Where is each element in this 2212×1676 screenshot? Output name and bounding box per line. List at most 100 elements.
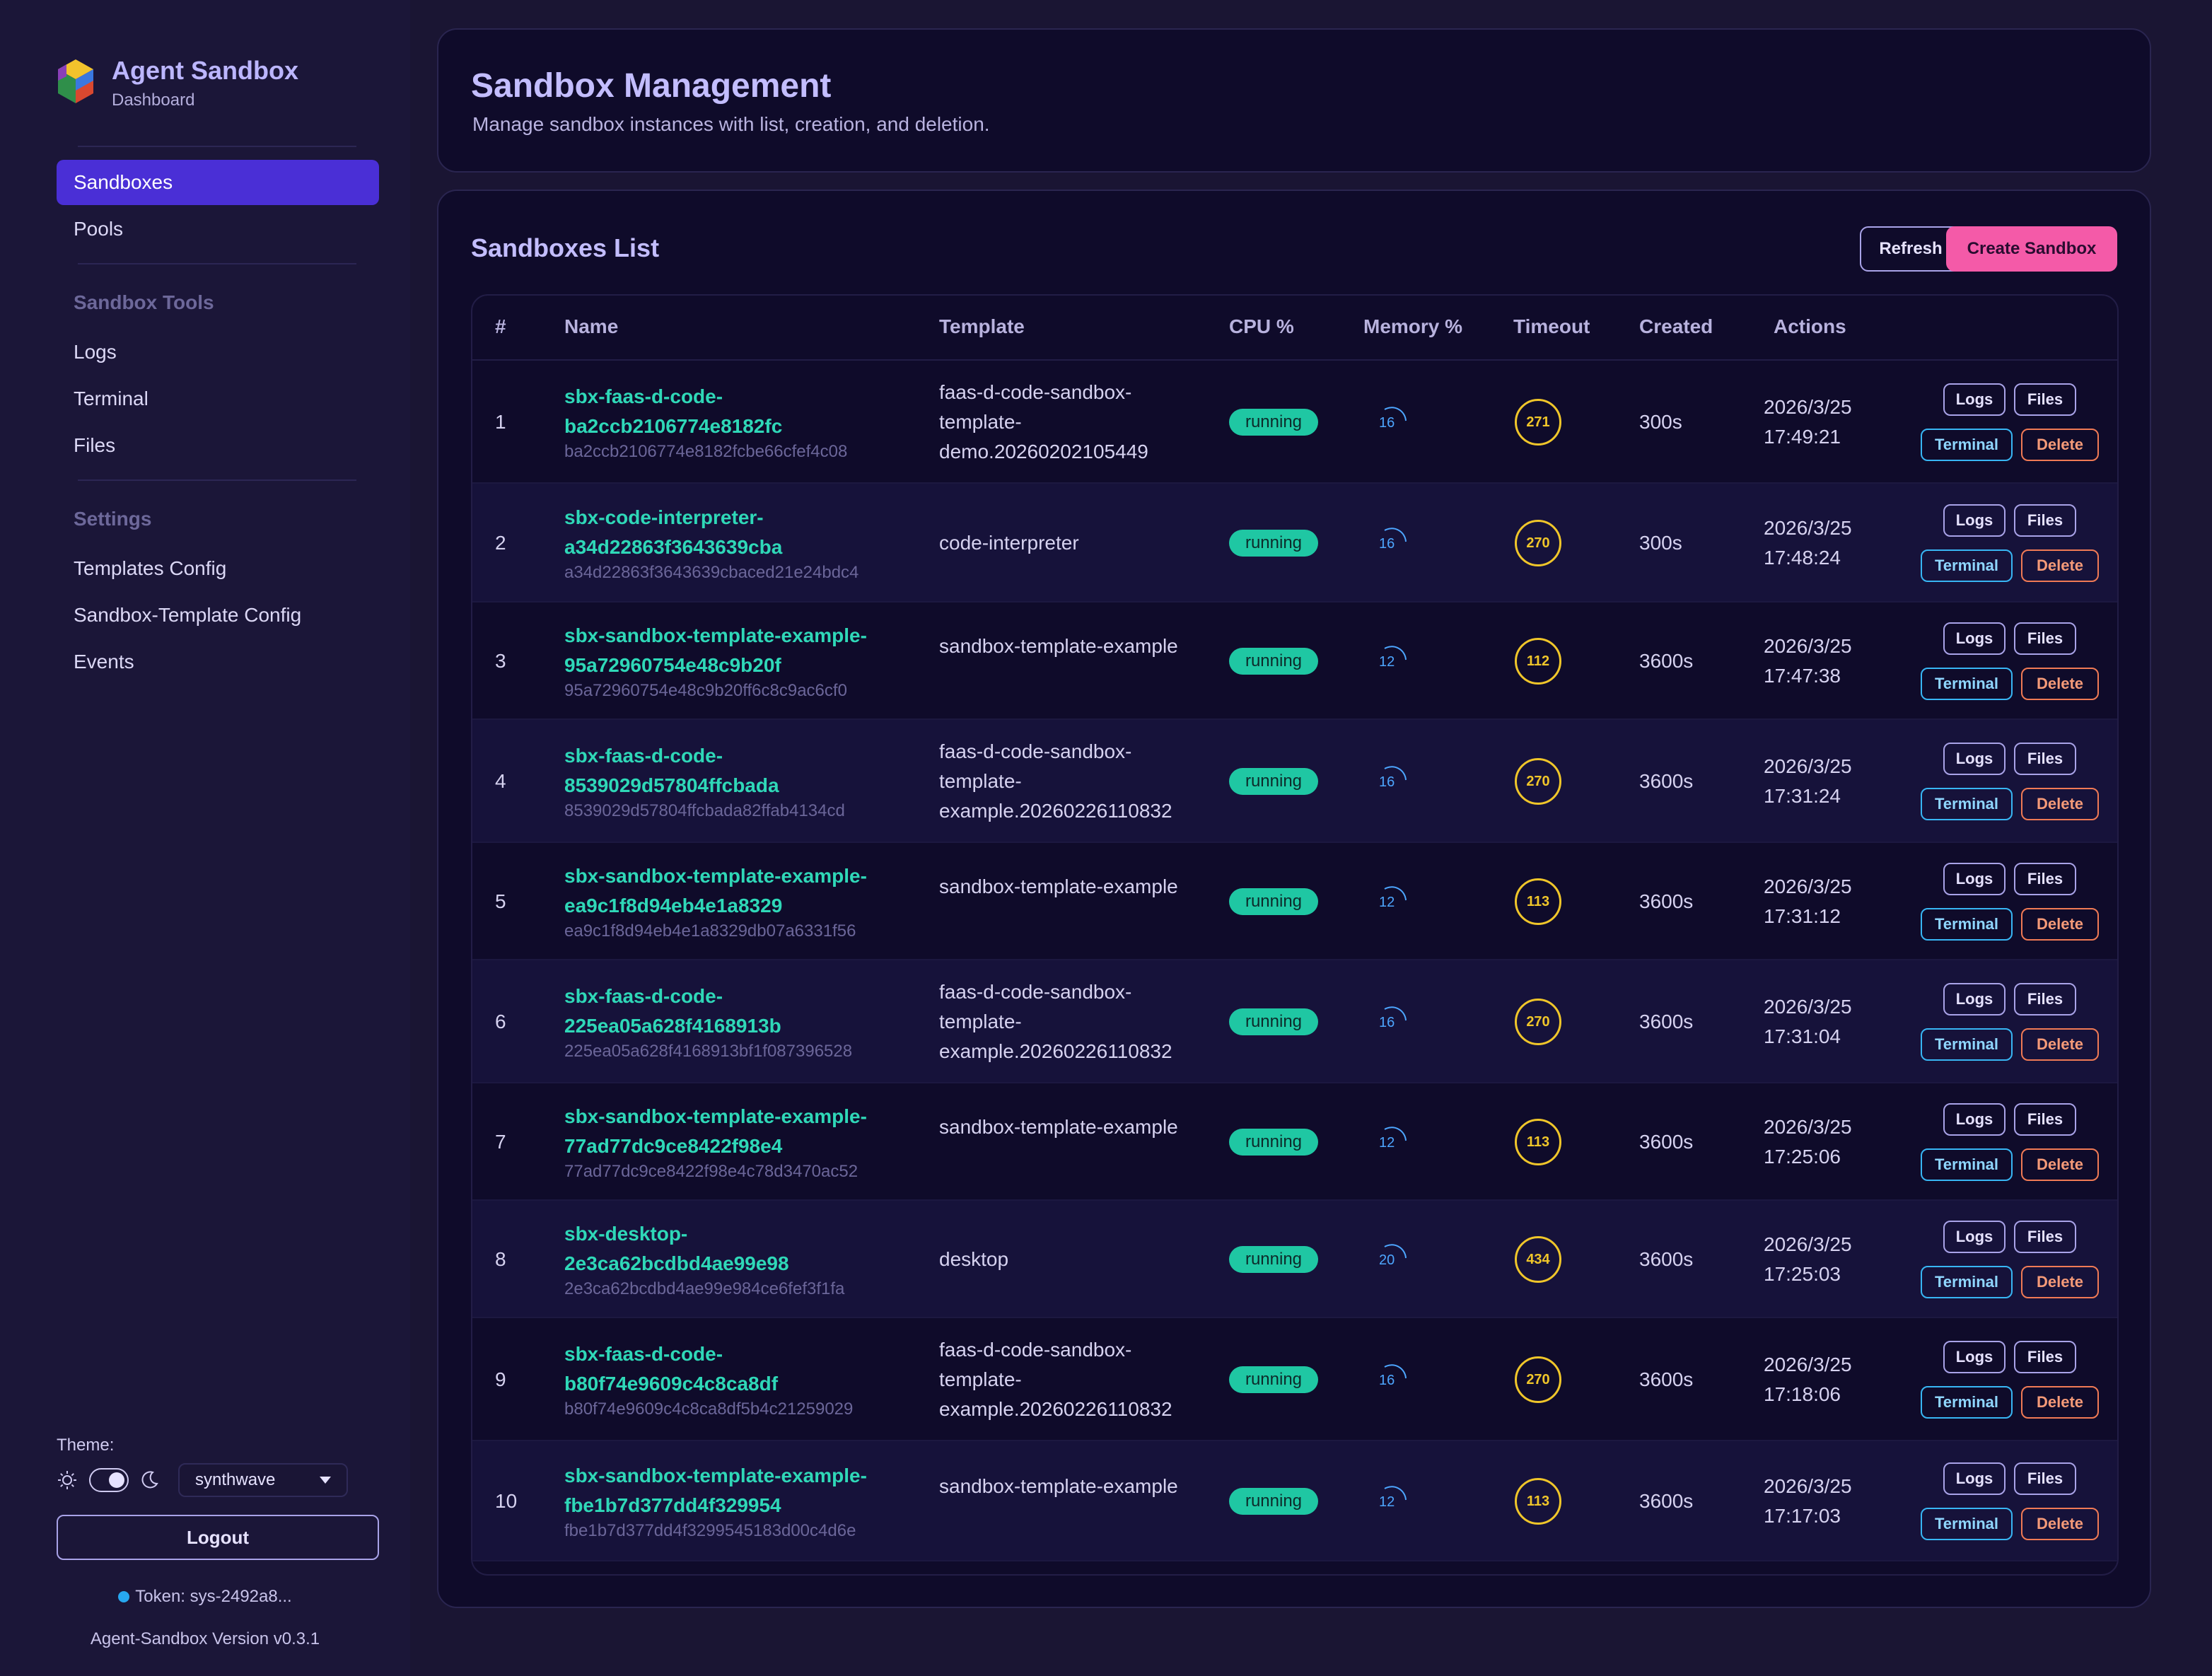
delete-button[interactable]: Delete	[2021, 908, 2099, 941]
memory-arc-icon	[1384, 1244, 1407, 1259]
memory-gauge: 16	[1379, 405, 1413, 439]
delete-button[interactable]: Delete	[2021, 429, 2099, 461]
sidebar-item-label: Events	[74, 651, 134, 673]
sandbox-id: 2e3ca62bcdbd4ae99e984ce6fef3f1fa	[564, 1279, 845, 1298]
terminal-button[interactable]: Terminal	[1921, 549, 2013, 582]
sandbox-name-link[interactable]: sbx-faas-d-code-8539029d57804ffcbada	[564, 745, 779, 796]
sidebar-item-sandbox-template-config[interactable]: Sandbox-Template Config	[57, 593, 379, 638]
files-button[interactable]: Files	[2014, 504, 2076, 537]
delete-button[interactable]: Delete	[2021, 1266, 2099, 1298]
logs-button[interactable]: Logs	[1943, 743, 2006, 775]
theme-select[interactable]: synthwave	[178, 1463, 348, 1497]
logs-button[interactable]: Logs	[1943, 622, 2006, 655]
toggle-knob	[109, 1472, 124, 1488]
delete-button[interactable]: Delete	[2021, 1508, 2099, 1540]
files-button[interactable]: Files	[2014, 383, 2076, 416]
sandbox-name-link[interactable]: sbx-sandbox-template-example-ea9c1f8d94e…	[564, 865, 867, 916]
memory-gauge: 16	[1379, 1363, 1413, 1397]
delete-button[interactable]: Delete	[2021, 1028, 2099, 1061]
logs-button[interactable]: Logs	[1943, 1462, 2006, 1495]
create-sandbox-button[interactable]: Create Sandbox	[1946, 226, 2117, 272]
memory-arc-icon	[1384, 528, 1407, 542]
terminal-button[interactable]: Terminal	[1921, 908, 2013, 941]
files-button[interactable]: Files	[2014, 863, 2076, 895]
terminal-button[interactable]: Terminal	[1921, 1148, 2013, 1181]
status-dot-icon	[118, 1591, 130, 1602]
sandbox-id: 8539029d57804ffcbada82ffab4134cd	[564, 801, 845, 820]
created-value: 3600s	[1639, 1011, 1694, 1032]
created-datetime: 2026/3/25 17:18:06	[1764, 1350, 1852, 1409]
sidebar-item-logs[interactable]: Logs	[57, 330, 379, 375]
timeout-value: 270	[1515, 1356, 1561, 1403]
memory-arc-icon	[1384, 646, 1407, 660]
template-name: sandbox-template-example	[939, 1475, 1178, 1497]
delete-button[interactable]: Delete	[2021, 549, 2099, 582]
files-button[interactable]: Files	[2014, 622, 2076, 655]
logout-button[interactable]: Logout	[57, 1515, 379, 1560]
sidebar-item-events[interactable]: Events	[57, 639, 379, 685]
status-badge: running	[1229, 1366, 1318, 1393]
terminal-button[interactable]: Terminal	[1921, 1266, 2013, 1298]
delete-button[interactable]: Delete	[2021, 668, 2099, 700]
sandbox-name-link[interactable]: sbx-sandbox-template-example-77ad77dc9ce…	[564, 1105, 867, 1157]
logs-button[interactable]: Logs	[1943, 504, 2006, 537]
delete-button[interactable]: Delete	[2021, 788, 2099, 820]
sandbox-name-cell: sbx-code-interpreter-a34d22863f3643639cb…	[564, 503, 897, 583]
created-datetime: 2026/3/25 17:47:38	[1764, 632, 1852, 691]
brand[interactable]: Agent Sandbox Dashboard	[55, 55, 298, 110]
delete-button[interactable]: Delete	[2021, 1148, 2099, 1181]
logs-button[interactable]: Logs	[1943, 1103, 2006, 1136]
moon-icon	[141, 1471, 158, 1489]
sidebar-item-sandboxes[interactable]: Sandboxes	[57, 160, 379, 205]
sidebar-item-files[interactable]: Files	[57, 423, 379, 468]
logs-button[interactable]: Logs	[1943, 983, 2006, 1016]
created-value: 3600s	[1639, 770, 1694, 792]
sidebar-item-terminal[interactable]: Terminal	[57, 376, 379, 421]
timeout-value: 271	[1515, 399, 1561, 446]
logs-button[interactable]: Logs	[1943, 1341, 2006, 1373]
theme-toggle[interactable]	[89, 1468, 129, 1492]
logs-button[interactable]: Logs	[1943, 1221, 2006, 1253]
row-actions: Logs Files Terminal Delete	[1918, 983, 2102, 1061]
files-button[interactable]: Files	[2014, 1462, 2076, 1495]
timeout-ring: 271	[1515, 399, 1561, 446]
table-row: 3 sbx-sandbox-template-example-95a729607…	[472, 603, 2117, 720]
terminal-button[interactable]: Terminal	[1921, 788, 2013, 820]
sandbox-name-link[interactable]: sbx-code-interpreter-a34d22863f3643639cb…	[564, 506, 783, 558]
sandbox-name-link[interactable]: sbx-sandbox-template-example-fbe1b7d377d…	[564, 1465, 867, 1516]
logs-button[interactable]: Logs	[1943, 383, 2006, 416]
memory-gauge: 16	[1379, 526, 1413, 560]
status-cell: running	[1229, 1129, 1318, 1156]
logs-button[interactable]: Logs	[1943, 863, 2006, 895]
files-button[interactable]: Files	[2014, 1221, 2076, 1253]
terminal-button[interactable]: Terminal	[1921, 1028, 2013, 1061]
memory-gauge: 12	[1379, 885, 1413, 919]
sidebar-item-label: Sandbox-Template Config	[74, 604, 302, 626]
column-header: CPU %	[1229, 315, 1294, 337]
sandbox-id: a34d22863f3643639cbaced21e24bdc4	[564, 563, 859, 582]
files-button[interactable]: Files	[2014, 1341, 2076, 1373]
sandbox-name-link[interactable]: sbx-sandbox-template-example-95a72960754…	[564, 624, 867, 676]
delete-button[interactable]: Delete	[2021, 1386, 2099, 1419]
refresh-button[interactable]: Refresh	[1860, 226, 1962, 272]
created-date: 2026/3/25	[1764, 875, 1852, 897]
terminal-button[interactable]: Terminal	[1921, 1508, 2013, 1540]
sandbox-name-link[interactable]: sbx-faas-d-code-b80f74e9609c4c8ca8df	[564, 1343, 779, 1395]
sandbox-name-link[interactable]: sbx-faas-d-code-ba2ccb2106774e8182fc	[564, 385, 783, 437]
sandbox-name-link[interactable]: sbx-faas-d-code-225ea05a628f4168913b	[564, 985, 781, 1037]
files-button[interactable]: Files	[2014, 1103, 2076, 1136]
memory-gauge: 16	[1379, 764, 1413, 798]
chevron-down-icon	[320, 1477, 331, 1484]
status-badge: running	[1229, 530, 1318, 557]
theme-select-value: synthwave	[195, 1470, 276, 1489]
created-date: 2026/3/25	[1764, 1233, 1852, 1255]
files-button[interactable]: Files	[2014, 983, 2076, 1016]
created-date: 2026/3/25	[1764, 635, 1852, 657]
sidebar-item-templates-config[interactable]: Templates Config	[57, 546, 379, 591]
terminal-button[interactable]: Terminal	[1921, 668, 2013, 700]
sandbox-name-link[interactable]: sbx-desktop-2e3ca62bcdbd4ae99e98	[564, 1223, 789, 1274]
terminal-button[interactable]: Terminal	[1921, 429, 2013, 461]
files-button[interactable]: Files	[2014, 743, 2076, 775]
terminal-button[interactable]: Terminal	[1921, 1386, 2013, 1419]
sidebar-item-pools[interactable]: Pools	[57, 206, 379, 252]
